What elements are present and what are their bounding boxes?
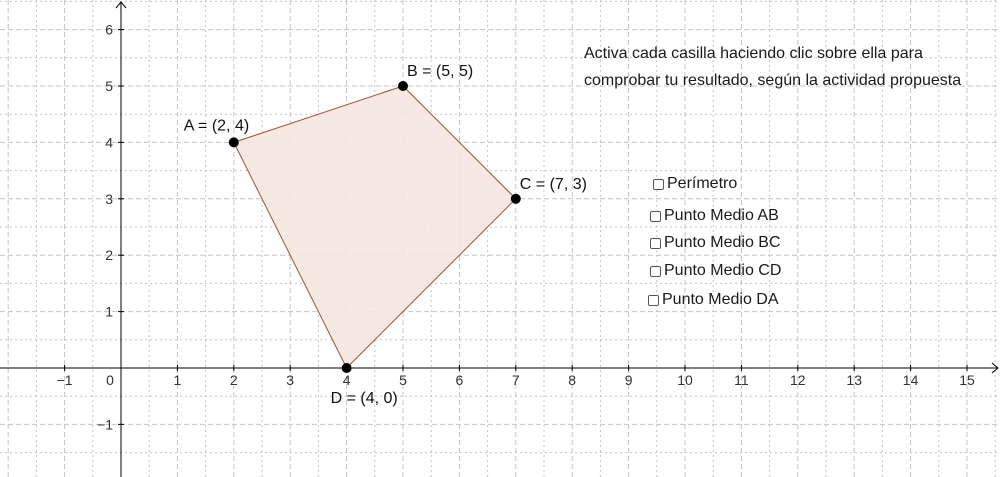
point-label-d: D = (4, 0) <box>331 390 398 407</box>
x-tick-label: −1 <box>57 372 73 388</box>
x-tick-label: 13 <box>846 372 862 388</box>
x-tick-label: 8 <box>568 372 576 388</box>
checkbox-box[interactable] <box>650 210 661 222</box>
checkbox-box[interactable] <box>653 178 664 190</box>
point-b[interactable] <box>398 81 408 91</box>
x-tick-label: 14 <box>903 372 919 388</box>
x-tick-label: 4 <box>343 372 351 388</box>
y-tick-label: 1 <box>105 304 113 320</box>
checkbox-label: Punto Medio AB <box>664 207 779 224</box>
x-tick-label: 12 <box>790 372 806 388</box>
point-label-c: C = (7, 3) <box>520 176 587 193</box>
checkbox-punto-medio-ab[interactable]: Punto Medio AB <box>650 207 779 225</box>
checkbox-label: Punto Medio DA <box>662 291 779 308</box>
checkbox-box[interactable] <box>648 294 659 306</box>
x-tick-label: 7 <box>512 372 520 388</box>
checkbox-box[interactable] <box>650 265 661 277</box>
point-label-b: B = (5, 5) <box>407 63 473 80</box>
x-tick-label: 10 <box>677 372 693 388</box>
y-tick-label: 3 <box>105 191 113 207</box>
checkbox-box[interactable] <box>650 237 661 249</box>
y-tick-label: −1 <box>97 416 113 432</box>
y-axis-arrow-icon <box>115 1 127 9</box>
x-axis-arrow-icon <box>991 362 999 374</box>
point-label-a: A = (2, 4) <box>184 117 249 134</box>
x-tick-label: 2 <box>230 372 238 388</box>
quadrilateral-abcd[interactable] <box>233 85 517 369</box>
y-tick-label: 6 <box>105 22 113 38</box>
x-tick-label: 6 <box>456 372 464 388</box>
checkbox-label: Punto Medio BC <box>664 234 781 251</box>
point-d[interactable] <box>341 363 352 373</box>
checkbox-perimetro[interactable]: Perímetro <box>653 175 737 193</box>
x-tick-label: 5 <box>399 372 407 388</box>
checkbox-label: Perímetro <box>667 175 738 192</box>
x-tick-label: 15 <box>959 372 975 388</box>
x-tick-label: 11 <box>734 372 749 388</box>
y-tick-label: 4 <box>105 134 113 150</box>
x-tick-label: 0 <box>106 372 114 388</box>
instructions-text: Activa cada casilla haciendo clic sobre … <box>584 45 962 89</box>
checkbox-punto-medio-bc[interactable]: Punto Medio BC <box>650 234 781 252</box>
point-c[interactable] <box>510 193 521 204</box>
checkbox-punto-medio-da[interactable]: Punto Medio DA <box>648 291 779 309</box>
x-tick-label: 1 <box>174 372 182 388</box>
y-tick-label: 5 <box>105 78 113 94</box>
checkbox-label: Punto Medio CD <box>664 262 782 279</box>
point-a[interactable] <box>228 137 239 148</box>
x-tick-label: 3 <box>286 372 294 388</box>
x-tick-label: 9 <box>625 372 633 388</box>
checkbox-punto-medio-cd[interactable]: Punto Medio CD <box>650 262 781 280</box>
y-tick-label: 2 <box>105 247 113 263</box>
points[interactable]: A = (2, 4) B = (5, 5) C = (7, 3) D = (4, 0) <box>184 63 587 407</box>
